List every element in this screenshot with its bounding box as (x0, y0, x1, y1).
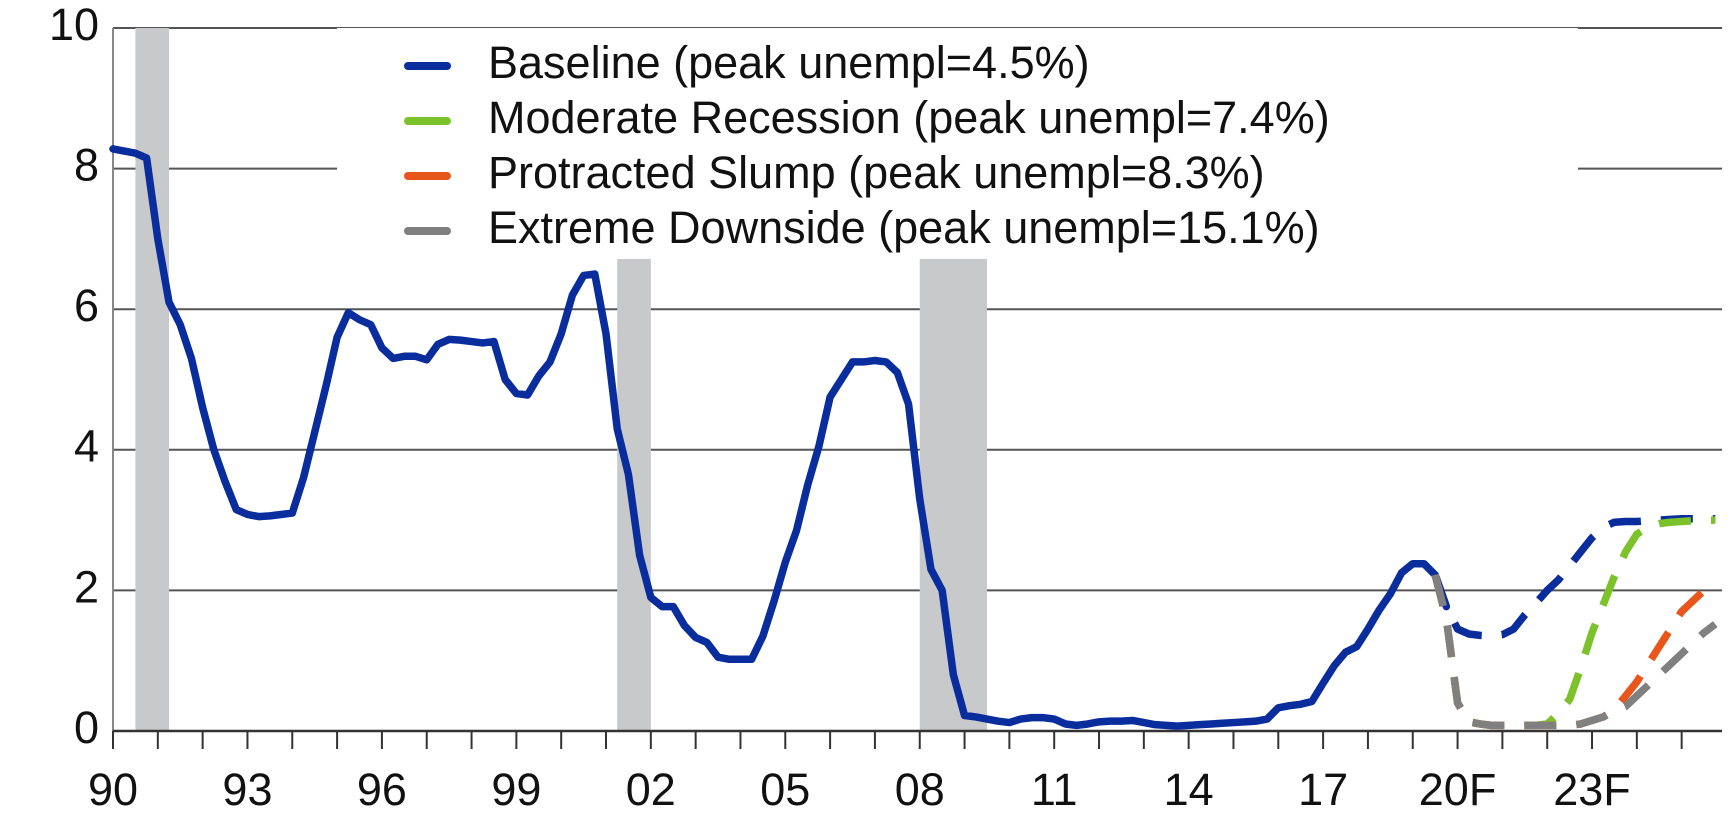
recession-band (135, 28, 170, 731)
series-line (1431, 514, 1716, 640)
legend-label: Baseline (peak unempl=4.5%) (488, 37, 1090, 88)
legend-label: Moderate Recession (peak unempl=7.4%) (488, 92, 1330, 143)
x-tick-label: 96 (357, 764, 407, 815)
x-tick-label: 99 (491, 764, 541, 815)
x-tick-label: 02 (626, 764, 676, 815)
x-tick-label: 14 (1164, 764, 1214, 815)
legend (337, 28, 1578, 259)
legend-label: Protracted Slump (peak unempl=8.3%) (488, 147, 1265, 198)
y-tick-label: 4 (74, 421, 99, 472)
x-tick-label: 90 (88, 764, 138, 815)
x-tick-label: 08 (895, 764, 945, 815)
series-line (1431, 573, 1718, 730)
x-tick-label: 20F (1419, 764, 1497, 815)
x-tick-label: 11 (1031, 764, 1078, 815)
x-tick-label: 17 (1298, 764, 1348, 815)
y-tick-label: 10 (49, 0, 99, 50)
series-line (1431, 573, 1718, 730)
series-line (109, 145, 1451, 730)
y-tick-label: 6 (74, 280, 99, 331)
y-tick-label: 0 (74, 702, 99, 753)
x-tick-label: 93 (222, 764, 272, 815)
series-line (1431, 516, 1716, 730)
y-tick-label: 2 (74, 561, 99, 612)
x-tick-label: 23F (1553, 764, 1631, 815)
x-tick-label: 05 (760, 764, 810, 815)
legend-label: Extreme Downside (peak unempl=15.1%) (488, 202, 1320, 253)
y-tick-label: 8 (74, 139, 99, 190)
